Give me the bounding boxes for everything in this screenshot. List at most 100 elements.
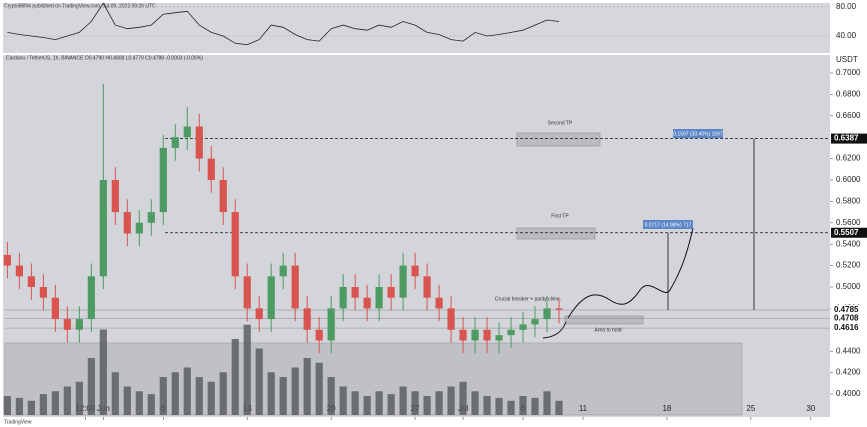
candle-body <box>507 329 515 336</box>
candle-body <box>123 212 131 234</box>
volume-bar <box>387 394 395 415</box>
volume-bar <box>267 372 275 415</box>
level-label-bg <box>831 313 867 324</box>
candle-body <box>387 287 395 298</box>
candle-body <box>303 308 311 330</box>
candle-body <box>243 276 251 309</box>
volume-bar <box>423 396 431 415</box>
measure-label: 0.0717 (14.98%) 717 <box>645 222 692 228</box>
x-tick-label: 18 <box>662 404 671 413</box>
candle-body <box>207 158 215 180</box>
candle-body <box>375 287 383 309</box>
volume-bar <box>63 386 71 415</box>
first-tp-box <box>516 227 596 240</box>
volume-bar <box>279 377 287 415</box>
volume-bar <box>75 381 83 415</box>
footer: TradingView <box>4 419 32 425</box>
candle-body <box>495 335 503 341</box>
volume-bar <box>27 400 35 415</box>
volume-bar <box>243 324 251 415</box>
level-label-bg <box>831 305 867 316</box>
volume-bar <box>183 367 191 415</box>
level-label: 0.4708 <box>834 313 859 322</box>
candle-body <box>75 319 83 330</box>
volume-bar <box>315 362 323 415</box>
candle-body <box>531 319 539 325</box>
volume-bar <box>435 391 443 415</box>
x-tick-label: 11 <box>579 404 588 413</box>
candle-body <box>447 308 455 330</box>
candle-body <box>183 126 191 138</box>
volume-bar <box>15 397 23 415</box>
volume-bar <box>399 386 407 415</box>
y-tick-label: 0.6600 <box>836 111 861 120</box>
hold-box <box>564 315 644 325</box>
hold-arrow <box>542 321 567 339</box>
volume-bar <box>303 358 311 415</box>
volume-bar <box>39 394 47 415</box>
level-label: 0.4785 <box>834 305 859 314</box>
rsi-panel <box>3 3 830 53</box>
candle-body <box>3 254 11 266</box>
annotation: Second TP <box>548 120 573 126</box>
x-tick-label: 12:00 <box>75 404 96 413</box>
candle-body <box>63 319 71 330</box>
candle-body <box>195 126 203 159</box>
candle-body <box>231 212 239 277</box>
header: CryptoBill94 published on TradingView.co… <box>4 3 156 9</box>
measure-label: 0.1597 (33.40%) 1597 <box>673 131 723 137</box>
volume-bar <box>123 386 131 415</box>
volume-bar <box>51 391 59 415</box>
volume-bar <box>519 396 527 415</box>
level-label: 0.4616 <box>834 323 859 332</box>
volume-bar <box>195 377 203 415</box>
candle-body <box>267 276 275 320</box>
level-label-bg <box>831 227 867 238</box>
candle-body <box>279 265 287 277</box>
level-label: 0.6387 <box>834 134 859 143</box>
volume-bar <box>483 396 491 415</box>
y-tick-label: 0.6200 <box>836 154 861 163</box>
y-tick-label: 0.5600 <box>836 218 861 227</box>
annotation: First TP <box>551 213 569 219</box>
volume-bar <box>495 397 503 415</box>
candle-body <box>435 297 443 309</box>
volume-bar <box>3 396 11 415</box>
candle-body <box>471 329 479 341</box>
level-label: 0.5507 <box>834 228 859 237</box>
volume-bar <box>459 381 467 415</box>
volume-bar <box>375 391 383 415</box>
volume-bar <box>147 394 155 415</box>
volume-bar <box>363 396 371 415</box>
candle-body <box>255 308 263 320</box>
candle-body <box>351 287 359 298</box>
candle-body <box>483 329 491 341</box>
volume-bar <box>531 397 539 415</box>
candle-body <box>315 329 323 341</box>
candle-body <box>147 212 155 223</box>
candle-body <box>291 265 299 309</box>
volume-bar <box>255 348 263 415</box>
candle-body <box>135 222 143 234</box>
volume-bar <box>447 386 455 415</box>
level-label-bg <box>831 133 867 144</box>
candle-body <box>399 265 407 298</box>
volume-bar <box>507 400 515 415</box>
volume-bar <box>543 391 551 415</box>
second-tp-box <box>516 132 601 147</box>
candle-body <box>159 147 167 213</box>
annotation: Area to hold <box>595 327 622 333</box>
candle-body <box>411 265 419 277</box>
volume-bar <box>291 367 299 415</box>
candle-body <box>555 308 563 310</box>
candle-body <box>171 137 179 148</box>
volume-bar <box>135 391 143 415</box>
unit-label: USDT <box>836 55 858 64</box>
candle-body <box>459 329 467 341</box>
y-tick-label: 0.7000 <box>836 68 861 77</box>
y-tick-label: 0.6800 <box>836 90 861 99</box>
rsi-tick-label: 40.00 <box>836 31 857 40</box>
candle-body <box>15 265 23 277</box>
